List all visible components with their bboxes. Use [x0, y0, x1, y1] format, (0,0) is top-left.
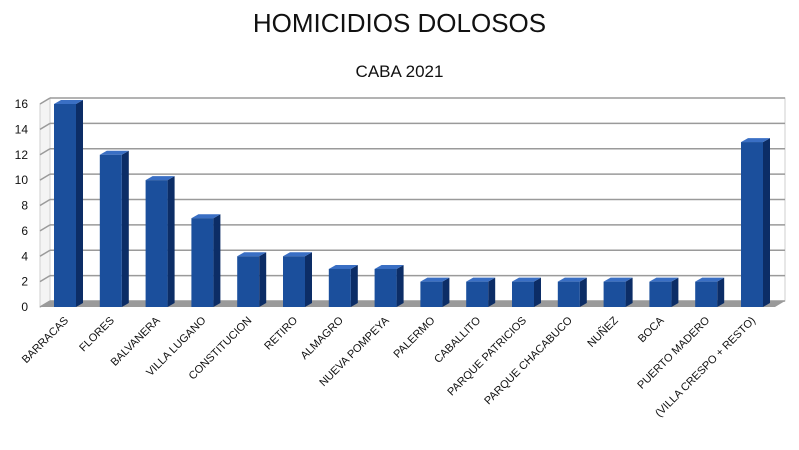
bar-side — [717, 277, 725, 307]
gridline-side — [39, 173, 51, 181]
bar-top — [328, 264, 358, 269]
y-tick-label: 4 — [21, 249, 28, 263]
bar — [99, 150, 129, 307]
y-axis-ticks: 0 2 4 6 8 10 12 14 16 — [15, 97, 29, 314]
bar-front — [649, 281, 672, 307]
bar-side — [167, 176, 175, 307]
bar — [374, 264, 404, 307]
bar — [557, 277, 587, 307]
y-tick-label: 0 — [21, 300, 28, 314]
bar-side — [305, 252, 312, 307]
gridline-side — [39, 198, 51, 207]
x-tick-label: PARQUE PATRICIOS — [445, 315, 529, 399]
bar-top — [741, 138, 770, 143]
bar-side — [534, 277, 541, 307]
bar — [649, 277, 679, 307]
bar-front — [420, 281, 443, 307]
bar — [466, 277, 496, 307]
bar — [603, 277, 633, 307]
bar-front — [99, 154, 122, 307]
y-tick-label: 16 — [15, 97, 29, 111]
bar-front — [328, 268, 351, 307]
bar-side — [579, 277, 587, 307]
bar-front — [374, 268, 397, 307]
bar — [283, 252, 312, 307]
y-tick-label: 14 — [15, 122, 29, 136]
bar-front — [237, 256, 260, 307]
bar-top — [145, 176, 175, 181]
bar — [145, 176, 175, 307]
y-tick-label: 10 — [15, 173, 29, 187]
bar — [237, 252, 267, 307]
bar-front — [145, 180, 168, 307]
bar-top — [649, 277, 679, 282]
bar-side — [488, 277, 496, 307]
bar-front — [466, 281, 489, 307]
bar-front — [695, 281, 718, 307]
gridline-side — [39, 122, 51, 131]
bar-top — [99, 150, 129, 155]
bar-side — [76, 100, 83, 307]
gridline-side — [39, 274, 51, 283]
gridline-side — [39, 148, 51, 156]
bar-side — [442, 277, 450, 307]
bar-side — [671, 277, 679, 307]
bar-side — [625, 277, 633, 307]
gridline-side — [39, 224, 51, 232]
x-tick-label: ALMAGRO — [299, 314, 347, 362]
bar-layer — [54, 100, 770, 307]
bar-top — [283, 252, 312, 257]
chart-subtitle: CABA 2021 — [355, 62, 444, 81]
x-tick-label: PARQUE CHACABUCO — [482, 314, 575, 407]
bar — [512, 277, 541, 307]
bar-front — [557, 281, 580, 307]
bar — [191, 214, 221, 307]
bar-top — [374, 264, 404, 269]
bar-top — [603, 277, 633, 282]
bar-front — [283, 256, 305, 307]
bar-top — [191, 214, 221, 219]
bar-front — [741, 142, 763, 307]
bar — [420, 277, 450, 307]
bar-front — [512, 281, 534, 307]
x-tick-label: FLORES — [77, 315, 117, 355]
bar-top — [420, 277, 450, 282]
bar-front — [603, 281, 626, 307]
bar-top — [695, 277, 725, 282]
gridline-side — [39, 97, 51, 105]
bar-side — [259, 252, 267, 307]
chart-title: HOMICIDIOS DOLOSOS — [252, 8, 547, 38]
bar-top — [557, 277, 587, 282]
y-tick-label: 12 — [15, 148, 29, 162]
bar-side — [121, 150, 129, 307]
bar — [695, 277, 725, 307]
bar — [54, 100, 83, 307]
bar-side — [763, 138, 770, 307]
bar-top — [512, 277, 541, 282]
x-tick-label: PALERMO — [392, 314, 438, 360]
bar-side — [396, 264, 404, 307]
floor — [40, 301, 785, 307]
x-tick-label: NUÑEZ — [585, 314, 621, 350]
x-tick-label: BARRACAS — [20, 315, 71, 366]
x-tick-label: (VILLA CRESPO + RESTO) — [653, 315, 758, 420]
y-tick-label: 8 — [21, 199, 28, 213]
bar — [328, 264, 358, 307]
bar-top — [237, 252, 267, 257]
gridline-side — [39, 249, 51, 257]
x-tick-label: BOCA — [636, 314, 667, 345]
bar-side — [350, 264, 358, 307]
bar-front — [54, 104, 76, 307]
y-tick-label: 6 — [21, 224, 28, 238]
bar-top — [54, 100, 83, 104]
bar-side — [213, 214, 221, 307]
x-tick-label: RETIRO — [262, 314, 300, 352]
y-tick-label: 2 — [21, 275, 28, 289]
bar-front — [191, 218, 214, 307]
bar-top — [466, 277, 496, 282]
bar — [741, 138, 770, 307]
